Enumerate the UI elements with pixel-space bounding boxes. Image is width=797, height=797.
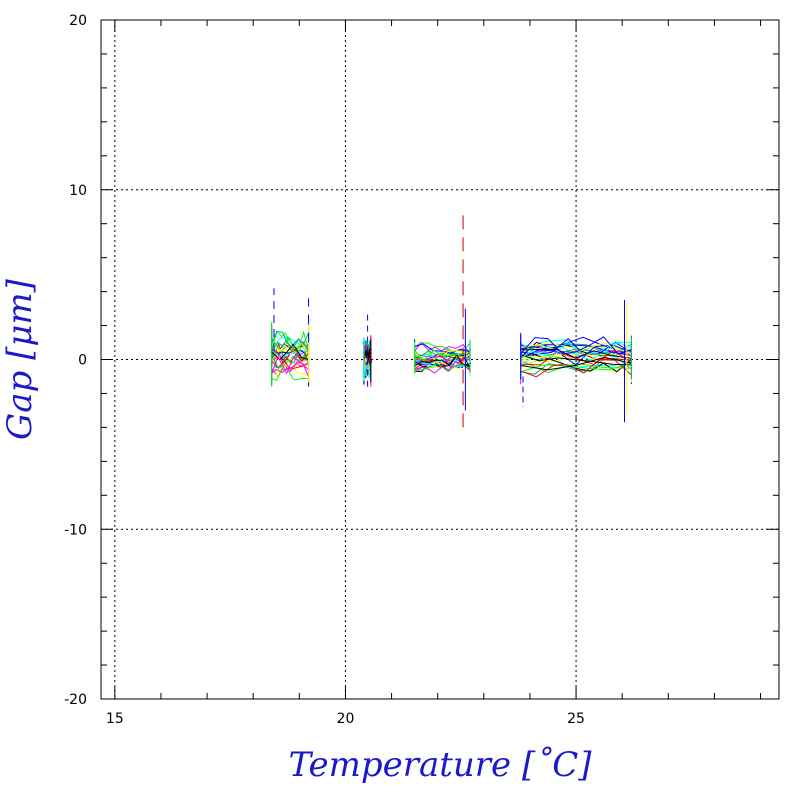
data-series-line xyxy=(520,341,631,361)
data-series-line xyxy=(414,343,470,354)
grid-lines xyxy=(101,20,779,699)
data-series-line xyxy=(272,341,310,352)
data-series-line xyxy=(414,349,471,362)
x-axis-label: Temperature [˚C] xyxy=(288,745,592,785)
x-tick-label: 20 xyxy=(337,711,355,727)
data-series-line xyxy=(413,362,470,373)
data-series-line xyxy=(271,349,309,364)
y-tick-label: -10 xyxy=(64,522,87,538)
data-series-line xyxy=(414,341,470,354)
data-series-line xyxy=(520,354,631,366)
data-series-line xyxy=(271,348,309,370)
data-series-line xyxy=(270,330,310,354)
data-series-line xyxy=(521,357,631,375)
y-tick-label: 10 xyxy=(69,183,87,199)
x-tick-label: 15 xyxy=(106,711,124,727)
x-tick-label: 25 xyxy=(567,711,585,727)
data-series-line xyxy=(271,368,309,381)
data-series-line xyxy=(520,341,632,358)
y-tick-label: 20 xyxy=(69,13,87,29)
y-tick-label: 0 xyxy=(78,353,87,369)
data-series-line xyxy=(413,353,470,368)
data-series-line xyxy=(521,356,633,371)
y-axis-label: Gap [μm] xyxy=(0,278,40,440)
data-series-line xyxy=(519,336,633,355)
data-series-line xyxy=(520,362,632,373)
data-series-line xyxy=(414,358,470,372)
data-series-line xyxy=(520,351,632,369)
tick-marks xyxy=(101,19,779,700)
data-series-line xyxy=(521,349,632,359)
data-series-line xyxy=(521,359,633,378)
data-series-line xyxy=(363,364,372,383)
data-series-line xyxy=(271,355,310,375)
data-series-line xyxy=(270,330,310,351)
tick-labels: 15 20 25 20 10 0 -10 -20 xyxy=(64,13,585,727)
data-series-line xyxy=(414,351,471,360)
data-series-line xyxy=(520,336,631,355)
data-series xyxy=(270,215,633,428)
y-tick-label: -20 xyxy=(64,692,87,708)
